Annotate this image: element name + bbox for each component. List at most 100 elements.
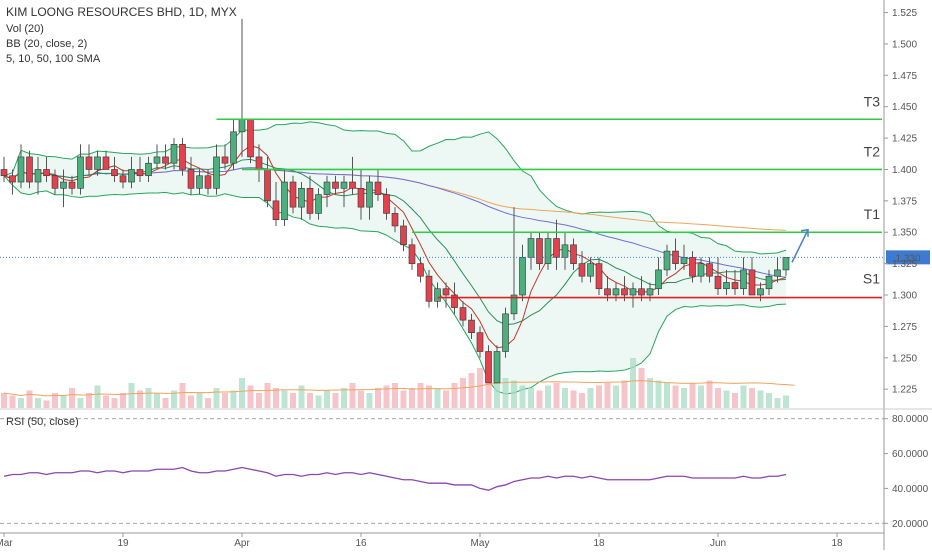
- candle-body: [9, 175, 16, 183]
- volume-bar: [604, 383, 611, 408]
- volume-bar: [349, 383, 356, 408]
- volume-bar: [366, 393, 373, 408]
- candle-body: [349, 181, 356, 189]
- candle-body: [187, 169, 195, 189]
- candle-body: [680, 257, 688, 264]
- candle-body: [340, 181, 348, 189]
- candle-body: [136, 169, 144, 177]
- volume-bar: [698, 385, 704, 408]
- candle-body: [638, 288, 645, 296]
- candle-body: [417, 263, 424, 277]
- volume-bar: [94, 385, 101, 408]
- candle-body: [230, 131, 237, 164]
- candle-body: [519, 257, 526, 296]
- candle-body: [315, 194, 322, 214]
- candle-body: [306, 188, 314, 214]
- time-tick-label: Apr: [234, 538, 250, 549]
- volume-bar: [196, 393, 203, 408]
- candle-body: [451, 294, 458, 308]
- volume-bar: [417, 383, 424, 408]
- candle-body: [255, 156, 263, 170]
- candle-body: [468, 319, 475, 333]
- candle-body: [281, 181, 288, 220]
- sma-legend: 5, 10, 50, 100 SMA: [6, 53, 101, 65]
- volume-bar: [179, 383, 186, 408]
- time-tick-label: 19: [117, 538, 129, 549]
- candle-body: [196, 175, 203, 189]
- candle-body: [544, 238, 552, 264]
- candle-body: [85, 156, 93, 170]
- volume-bar: [332, 393, 339, 408]
- candle-body: [332, 181, 339, 189]
- volume-bar: [103, 395, 109, 408]
- volume-bar: [358, 390, 364, 408]
- volume-bar: [298, 385, 305, 408]
- candle-body: [714, 275, 722, 290]
- volume-bar: [443, 390, 449, 408]
- volume-bar: [553, 383, 560, 408]
- volume-bar: [502, 378, 509, 408]
- volume-bar: [638, 368, 645, 408]
- candle-body: [357, 188, 365, 208]
- price-tick-label: 1.450: [892, 102, 917, 113]
- candle-body: [162, 156, 169, 164]
- volume-bar: [664, 383, 670, 408]
- volume-bar: [562, 388, 568, 408]
- volume-sma-line: [3, 380, 795, 397]
- candle-body: [561, 244, 569, 258]
- candle-body: [553, 238, 560, 258]
- candle-body: [102, 156, 110, 170]
- time-tick-label: 18: [831, 538, 843, 549]
- candle-body: [765, 275, 773, 290]
- volume-bar: [392, 383, 398, 408]
- volume-bar: [307, 393, 313, 408]
- volume-bar: [35, 398, 41, 408]
- price-tick-label: 1.375: [892, 196, 917, 207]
- level-label-t1: T1: [864, 206, 881, 222]
- last-price-tag: [886, 250, 930, 265]
- rsi-line: [3, 466, 787, 491]
- volume-bar: [188, 395, 194, 408]
- volume-bar: [766, 393, 772, 408]
- volume-bar: [341, 388, 347, 408]
- price-tick-label: 1.250: [892, 353, 917, 364]
- volume-bar: [273, 388, 279, 408]
- volume-bar: [494, 370, 500, 408]
- price-tick-label: 1.475: [892, 71, 917, 82]
- candle-body: [578, 263, 586, 277]
- volume-bar: [60, 395, 67, 408]
- rsi-tick-label: 40.0000: [892, 484, 929, 495]
- volume-bar: [468, 373, 475, 408]
- volume-bar: [706, 380, 713, 408]
- candle-body: [782, 257, 790, 271]
- candle-body: [170, 144, 178, 164]
- volume-bar: [740, 385, 747, 408]
- candle-body: [153, 156, 161, 164]
- volume-bar: [485, 363, 492, 408]
- candle-body: [366, 181, 373, 208]
- volume-bar: [9, 395, 16, 408]
- rsi-tick-label: 80.0000: [892, 414, 929, 425]
- volume-bar: [757, 390, 764, 408]
- symbol-title: KIM LOONG RESOURCES BHD, 1D, MYX: [6, 5, 237, 19]
- volume-bar: [434, 388, 441, 408]
- candle-body: [493, 351, 501, 384]
- time-tick-label: 18: [593, 538, 605, 549]
- level-label-t3: T3: [864, 93, 881, 109]
- volume-bar: [630, 358, 636, 408]
- volume-bar: [162, 398, 169, 408]
- candle-body: [43, 169, 50, 177]
- volume-bar: [783, 395, 789, 408]
- projection-arrow: [791, 229, 809, 263]
- candle-body: [179, 144, 186, 170]
- volume-bar: [536, 390, 543, 408]
- candle-body: [60, 181, 67, 189]
- candle-body: [111, 169, 118, 177]
- candle-body: [485, 351, 492, 384]
- volume-bar: [154, 393, 160, 408]
- candle-body: [595, 263, 603, 290]
- candle-body: [77, 156, 84, 189]
- volume-bar: [451, 383, 458, 408]
- candle-body: [434, 288, 441, 302]
- volume-bar: [689, 383, 696, 408]
